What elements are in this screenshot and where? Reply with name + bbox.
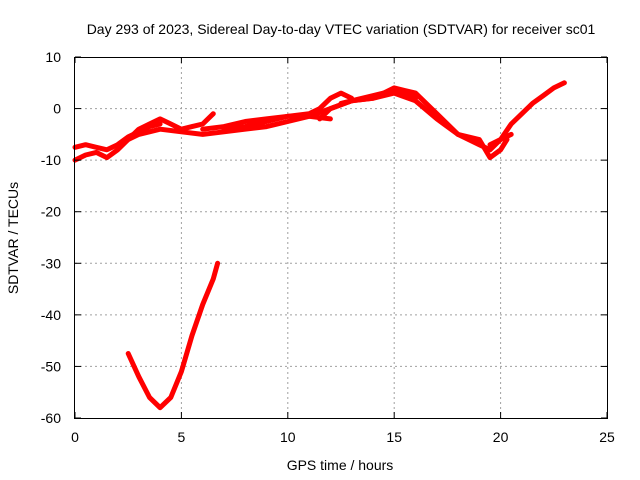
y-tick-label: 10 (45, 49, 61, 65)
data-series-satellite-track-8 (487, 80, 567, 148)
y-tick-label: -40 (41, 307, 61, 323)
data-layer (72, 80, 567, 411)
x-tick-label: 20 (493, 429, 509, 445)
y-tick-label: -60 (41, 410, 61, 426)
y-tick-label: -50 (41, 358, 61, 374)
x-tick-label: 15 (386, 429, 402, 445)
data-series-satellite-track-9 (125, 260, 221, 411)
plot-frame (74, 57, 608, 419)
x-tick-label: 0 (71, 429, 79, 445)
x-tick-label: 5 (178, 429, 186, 445)
y-tick-label: -20 (41, 204, 61, 220)
x-tick-label: 10 (280, 429, 296, 445)
y-axis-label: SDTVAR / TECUs (5, 182, 21, 294)
ticks: 0 5 10 15 20 25 -60 -50 -40 -30 -20 -10 0 10 (41, 49, 615, 445)
y-tick-label: -30 (41, 255, 61, 271)
y-tick-label: 0 (53, 101, 61, 117)
data-series-satellite-track-3 (125, 111, 216, 142)
y-tick-label: -10 (41, 152, 61, 168)
data-series-satellite-track-7 (338, 85, 510, 161)
data-series-satellite-track-5 (221, 90, 355, 132)
x-tick-label: 25 (599, 429, 615, 445)
chart-title: Day 293 of 2023, Sidereal Day-to-day VTE… (87, 21, 596, 37)
data-series-satellite-track-4 (200, 113, 333, 132)
x-axis-label: GPS time / hours (287, 457, 394, 473)
